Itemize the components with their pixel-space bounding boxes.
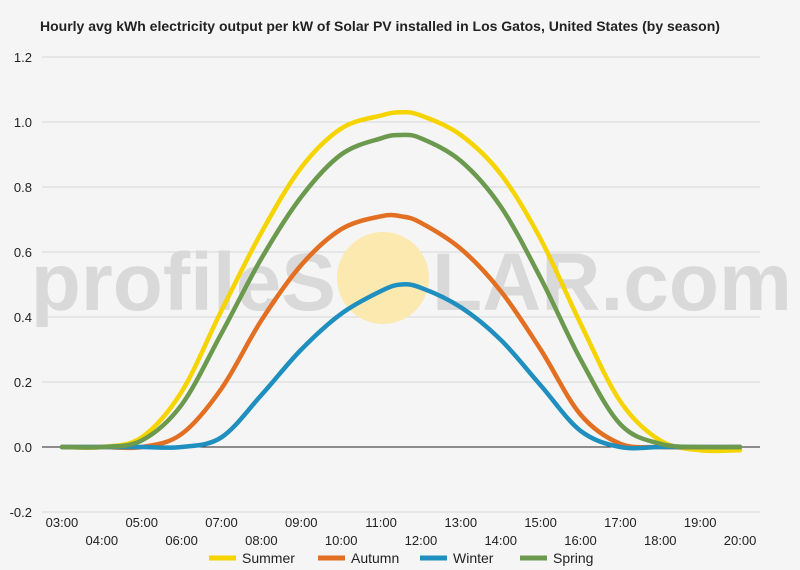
- chart-title: Hourly avg kWh electricity output per kW…: [40, 18, 720, 34]
- x-tick-label: 04:00: [86, 533, 119, 548]
- y-tick-label: -0.2: [10, 505, 32, 520]
- y-tick-label: 0.4: [14, 310, 32, 325]
- y-tick-label: 0.6: [14, 245, 32, 260]
- y-tick-label: 0.8: [14, 180, 32, 195]
- legend: Summer Autumn Winter Spring: [209, 550, 593, 566]
- x-tick-label: 06:00: [165, 533, 198, 548]
- x-tick-label: 15:00: [524, 515, 557, 530]
- series-line-summer: [59, 109, 743, 454]
- x-tick-label: 03:00: [46, 515, 79, 530]
- x-tick-label: 13:00: [445, 515, 478, 530]
- y-tick-label: 0.0: [14, 440, 32, 455]
- x-tick-label: 19:00: [684, 515, 717, 530]
- x-tick-label: 09:00: [285, 515, 318, 530]
- watermark-sun-icon: [337, 232, 429, 324]
- y-axis-ticks: -0.2 0.0 0.2 0.4 0.6 0.8 1.0 1.2: [10, 50, 32, 520]
- x-tick-label: 12:00: [405, 533, 438, 548]
- x-tick-label: 16:00: [564, 533, 597, 548]
- watermark-text-left: profileS: [31, 237, 336, 328]
- legend-label-autumn: Autumn: [351, 550, 399, 566]
- x-tick-label: 11:00: [365, 515, 397, 530]
- y-tick-label: 0.2: [14, 375, 32, 390]
- series-line-spring: [59, 132, 743, 450]
- series-line-winter: [59, 282, 743, 451]
- x-tick-label: 05:00: [125, 515, 158, 530]
- x-tick-label: 17:00: [604, 515, 637, 530]
- x-tick-label: 10:00: [325, 533, 358, 548]
- legend-label-summer: Summer: [242, 550, 295, 566]
- x-tick-label: 08:00: [245, 533, 278, 548]
- series-line-autumn: [59, 212, 743, 451]
- x-tick-label: 20:00: [724, 533, 757, 548]
- legend-label-spring: Spring: [553, 550, 593, 566]
- x-tick-label: 07:00: [205, 515, 238, 530]
- watermark-text-right: LAR.com: [432, 237, 792, 328]
- x-tick-label: 14:00: [484, 533, 517, 548]
- series-lines: [59, 109, 743, 454]
- x-tick-label: 18:00: [644, 533, 677, 548]
- y-tick-label: 1.0: [14, 115, 32, 130]
- legend-label-winter: Winter: [453, 550, 494, 566]
- watermark: profileS LAR.com: [31, 232, 792, 328]
- y-tick-label: 1.2: [14, 50, 32, 65]
- x-axis-ticks: 03:00 04:00 05:00 06:00 07:00 08:00 09:00 10:00…: [46, 515, 757, 548]
